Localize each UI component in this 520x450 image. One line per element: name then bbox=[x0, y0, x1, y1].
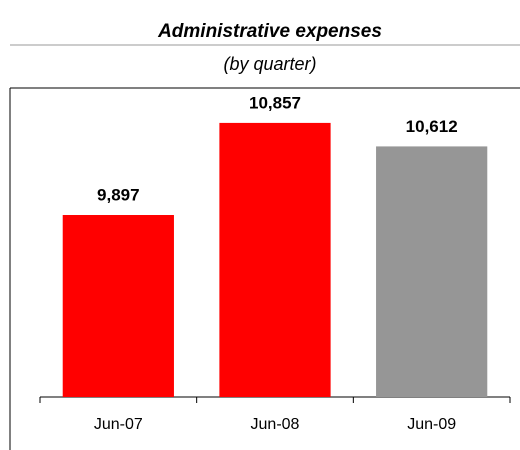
x-tick-label: Jun-07 bbox=[94, 416, 143, 433]
bar bbox=[219, 122, 331, 398]
bar bbox=[376, 146, 488, 397]
value-label: 10,857 bbox=[249, 93, 301, 112]
value-label: 10,612 bbox=[406, 117, 458, 136]
chart-subtitle: (by quarter) bbox=[223, 54, 316, 74]
value-label: 9,897 bbox=[97, 185, 140, 204]
chart-title: Administrative expenses bbox=[157, 21, 382, 42]
x-tick-label: Jun-08 bbox=[251, 416, 300, 433]
bar bbox=[62, 215, 174, 397]
x-tick-label: Jun-09 bbox=[407, 416, 456, 433]
